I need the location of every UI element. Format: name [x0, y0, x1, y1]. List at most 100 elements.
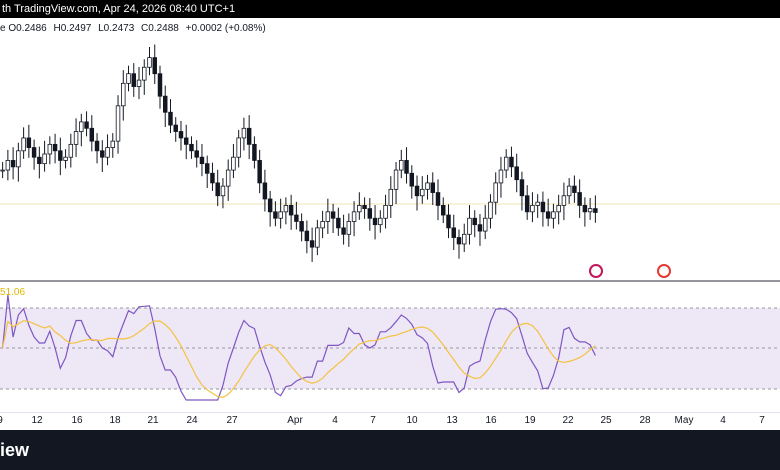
- candle-body: [58, 150, 63, 161]
- candle-body: [493, 182, 498, 203]
- candle-body: [545, 211, 551, 219]
- open-value: 0.2486: [16, 23, 47, 34]
- high-value: 0.2497: [60, 23, 92, 34]
- time-axis[interactable]: [0, 412, 780, 431]
- candle-body: [383, 204, 388, 219]
- candle-body: [131, 73, 136, 87]
- candle-body: [246, 127, 252, 145]
- candle-body: [551, 211, 556, 219]
- time-axis-tick: 19: [524, 415, 536, 426]
- candle-body: [262, 182, 268, 200]
- time-axis-tick: 7: [370, 415, 376, 426]
- candle-body: [142, 66, 147, 81]
- candle-body: [299, 221, 304, 232]
- time-axis-tick: 16: [485, 415, 497, 426]
- candle-body: [514, 166, 519, 181]
- time-axis-tick: 24: [186, 415, 198, 426]
- candle-body: [351, 211, 357, 222]
- us-flag-event-icon[interactable]: [657, 264, 671, 278]
- chart-canvas[interactable]: [0, 0, 780, 430]
- time-axis-tick: 22: [562, 415, 574, 426]
- candle-body: [441, 204, 446, 216]
- time-axis-tick: Apr: [287, 415, 303, 426]
- candle-body: [320, 221, 325, 229]
- candle-body: [210, 172, 215, 184]
- candle-body: [278, 211, 283, 219]
- candle-body: [47, 143, 53, 155]
- candle-body: [5, 160, 11, 171]
- rsi-value-label: 51.06: [0, 287, 26, 298]
- candle-body: [404, 160, 409, 174]
- candle-body: [73, 131, 79, 145]
- candle-body: [304, 230, 310, 242]
- candle-body: [587, 208, 593, 213]
- candle-body: [509, 156, 514, 168]
- candle-body: [336, 217, 341, 229]
- candle-body: [231, 156, 236, 171]
- candle-body: [582, 204, 588, 213]
- candle-body: [315, 227, 320, 248]
- candle-body: [309, 240, 315, 248]
- low-label: L: [98, 23, 104, 34]
- candle-body: [409, 172, 415, 187]
- ohlc-legend: e O0.2486 H0.2497 L0.2473 C0.2488 +0.000…: [0, 23, 270, 34]
- candle-body: [503, 156, 509, 171]
- candle-body: [204, 163, 210, 174]
- candle-body: [372, 217, 378, 226]
- time-axis-tick: May: [674, 415, 694, 426]
- candle-body: [183, 137, 189, 145]
- candle-body: [556, 204, 561, 213]
- candle-body: [367, 208, 373, 219]
- candle-body: [378, 217, 383, 226]
- candle-body: [456, 237, 462, 245]
- time-axis-tick: 9: [0, 415, 3, 426]
- candle-body: [241, 127, 247, 139]
- candle-body: [346, 221, 352, 235]
- candle-body: [393, 169, 399, 190]
- candle-body: [94, 140, 100, 152]
- candle-body: [26, 137, 32, 148]
- candle-body: [341, 227, 346, 235]
- rsi-line: [2, 294, 596, 401]
- candle-body: [42, 153, 47, 165]
- time-axis-tick: 28: [639, 415, 651, 426]
- tradingview-logo[interactable]: iew: [0, 440, 30, 460]
- candle-body: [68, 143, 74, 158]
- candle-body: [236, 137, 241, 158]
- high-label: H: [53, 23, 61, 34]
- candle-body: [524, 195, 530, 213]
- candle-body: [472, 217, 477, 226]
- candle-body: [115, 105, 121, 142]
- candle-body: [572, 185, 577, 193]
- candle-body: [178, 131, 184, 139]
- candle-body: [257, 160, 262, 184]
- candle-body: [420, 188, 425, 197]
- time-axis-tick: 13: [446, 415, 458, 426]
- time-axis-tick: 27: [226, 415, 238, 426]
- candle-body: [199, 156, 205, 165]
- time-axis-tick: 4: [332, 415, 338, 426]
- close-label: C: [141, 23, 149, 34]
- candle-body: [126, 73, 131, 84]
- candle-body: [498, 169, 504, 184]
- candle-body: [189, 143, 194, 152]
- time-axis-tick: 21: [147, 415, 159, 426]
- candle-body: [163, 95, 168, 113]
- candle-body: [425, 182, 430, 190]
- candle-body: [593, 208, 598, 213]
- candle-body: [100, 150, 105, 158]
- candle-body: [288, 204, 294, 216]
- candle-body: [84, 121, 89, 129]
- rsi-ma-line: [2, 320, 596, 399]
- flash-event-icon[interactable]: [589, 264, 603, 278]
- time-axis-tick: 10: [406, 415, 418, 426]
- candle-body: [362, 204, 367, 210]
- candle-body: [577, 192, 582, 206]
- candle-body: [10, 160, 16, 168]
- candle-body: [0, 169, 5, 172]
- low-value: 0.2473: [103, 23, 135, 34]
- candle-body: [294, 214, 299, 222]
- footer-bar: [0, 430, 780, 470]
- time-axis-tick: 18: [109, 415, 121, 426]
- candle-body: [414, 185, 420, 197]
